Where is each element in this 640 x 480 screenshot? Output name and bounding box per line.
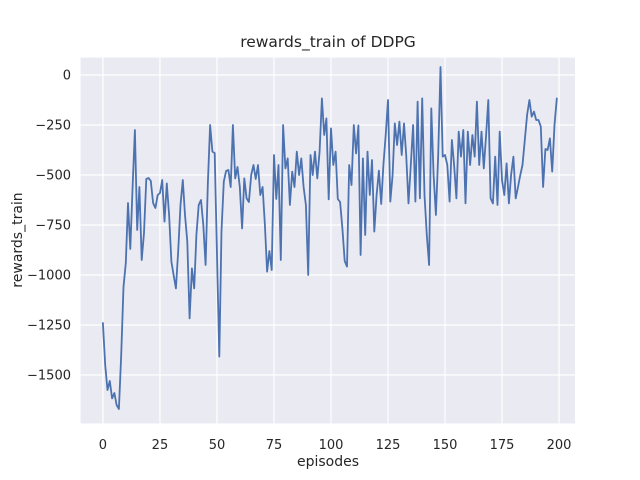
y-tick-label: −1500 — [27, 369, 71, 384]
y-tick-label: 0 — [63, 69, 71, 84]
y-tick-label: −250 — [35, 119, 71, 134]
plot-background — [80, 57, 575, 424]
y-tick-label: −750 — [35, 219, 71, 234]
x-tick-label: 175 — [490, 438, 515, 453]
x-tick-label: 50 — [209, 438, 226, 453]
y-tick-label: −500 — [35, 169, 71, 184]
chart-title: rewards_train of DDPG — [240, 33, 416, 51]
reward-line — [102, 66, 558, 410]
x-tick-label: 200 — [547, 438, 572, 453]
x-tick-label: 150 — [433, 438, 458, 453]
x-tick-label: 75 — [266, 438, 283, 453]
x-tick-label: 125 — [376, 438, 401, 453]
y-tick-label: −1250 — [27, 319, 71, 334]
x-axis-label: episodes — [296, 454, 360, 470]
x-tick-label: 0 — [99, 438, 107, 453]
x-tick-label: 25 — [152, 438, 169, 453]
x-tick-label: 100 — [319, 438, 344, 453]
y-axis-label: rewards_train — [10, 192, 26, 288]
y-tick-label: −1000 — [27, 269, 71, 284]
